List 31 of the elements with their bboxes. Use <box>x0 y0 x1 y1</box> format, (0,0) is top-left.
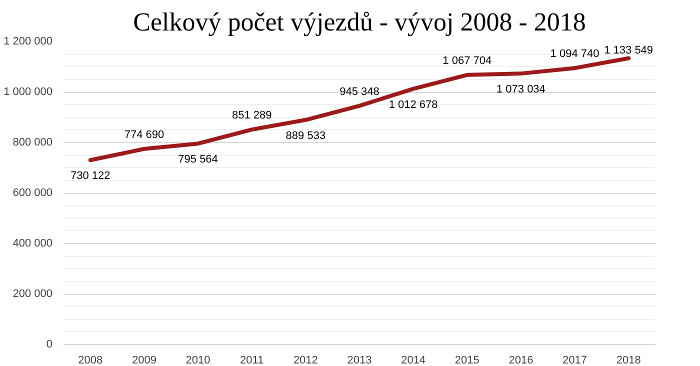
y-tick-label: 600 000 <box>12 187 53 199</box>
data-label: 730 122 <box>70 170 110 182</box>
x-tick-label: 2010 <box>186 354 210 366</box>
data-label: 851 289 <box>232 110 272 122</box>
data-label: 1 094 740 <box>550 48 600 60</box>
data-label: 1 067 704 <box>442 54 492 67</box>
data-label: 1 012 678 <box>388 98 438 111</box>
y-tick-label: 0 <box>46 338 53 350</box>
x-tick-label: 2014 <box>401 354 426 366</box>
y-tick-label: 1 200 000 <box>4 36 52 48</box>
y-tick-label: 200 000 <box>12 288 53 300</box>
data-label: 774 690 <box>124 128 164 141</box>
x-tick-label: 2009 <box>132 354 156 366</box>
y-tick-label: 1 000 000 <box>4 86 52 98</box>
data-label: 795 564 <box>178 154 218 166</box>
y-tick-label: 800 000 <box>12 136 53 148</box>
data-label: 889 533 <box>286 130 326 142</box>
x-tick-label: 2012 <box>293 354 318 366</box>
x-tick-label: 2015 <box>454 354 480 366</box>
data-label: 945 348 <box>340 86 380 98</box>
x-tick-label: 2008 <box>78 354 103 366</box>
data-label: 1 133 549 <box>604 44 654 56</box>
x-tick-label: 2018 <box>616 354 641 366</box>
y-tick-label: 400 000 <box>12 238 53 250</box>
x-tick-label: 2011 <box>240 354 264 366</box>
x-tick-label: 2016 <box>508 354 534 366</box>
x-tick-label: 2013 <box>347 354 372 366</box>
x-tick-label: 2017 <box>562 354 588 366</box>
line-series <box>88 56 631 162</box>
data-label: 1 073 034 <box>496 84 546 96</box>
chart-title: Celkový počet výjezdů - vývoj 2008 - 2018 <box>133 8 586 36</box>
